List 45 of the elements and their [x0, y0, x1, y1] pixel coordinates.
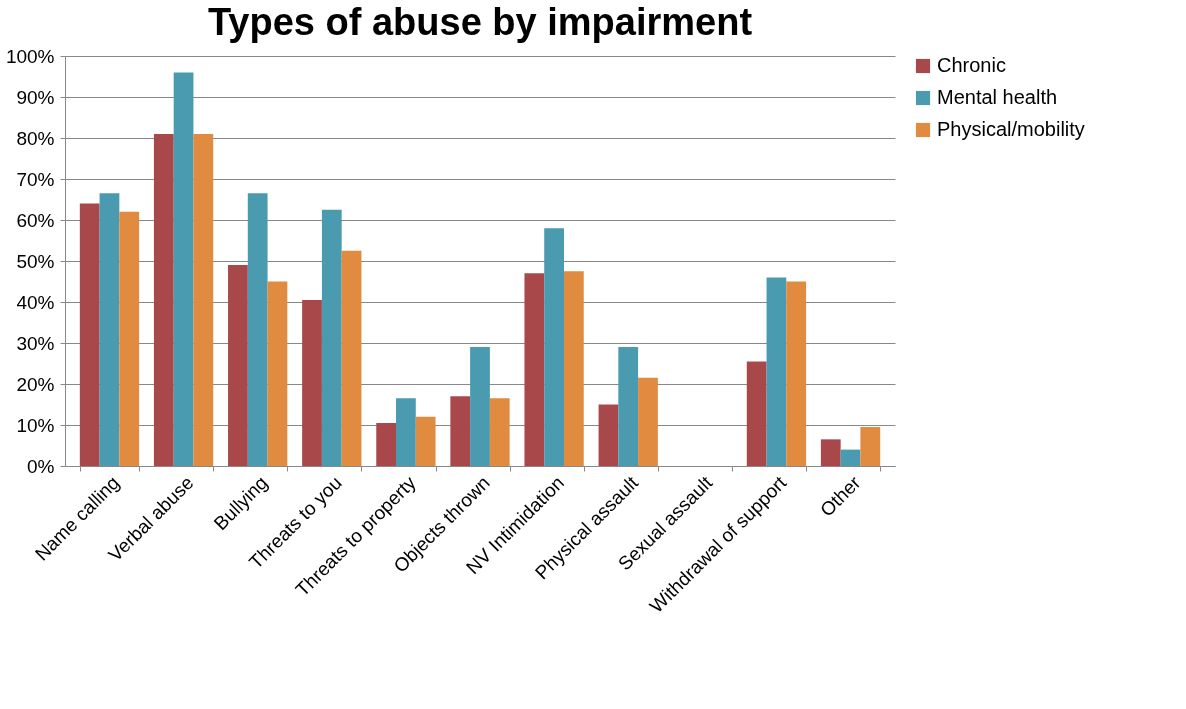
bar — [638, 377, 658, 466]
legend-label: Chronic — [937, 54, 1006, 76]
bar — [247, 193, 268, 466]
bar — [489, 398, 510, 466]
bar — [766, 277, 787, 466]
y-tick-label: 30% — [16, 332, 55, 354]
bar — [544, 228, 564, 466]
bar — [228, 265, 248, 466]
bar — [618, 347, 639, 466]
chart-title: Types of abuse by impairment — [207, 1, 753, 43]
y-tick-label: 10% — [16, 414, 55, 436]
y-tick-label: 80% — [16, 127, 55, 149]
legend-label: Physical/mobility — [937, 118, 1085, 140]
bar — [746, 361, 767, 466]
bar — [450, 396, 471, 466]
bar — [267, 281, 288, 466]
bar — [524, 273, 545, 466]
bar — [820, 439, 841, 466]
bar — [173, 72, 194, 466]
y-tick-label: 0% — [27, 455, 55, 477]
bar — [786, 281, 807, 466]
bar — [99, 193, 120, 466]
y-tick-label: 60% — [16, 209, 55, 231]
y-tick-label: 90% — [16, 86, 55, 108]
y-tick-label: 100% — [5, 45, 55, 67]
bar — [376, 422, 397, 466]
bar — [470, 347, 490, 466]
bar — [396, 398, 416, 466]
bar — [302, 299, 322, 466]
bar — [79, 203, 100, 466]
bar — [341, 250, 362, 466]
bar — [321, 209, 342, 466]
y-tick-label: 70% — [16, 168, 55, 190]
bar — [563, 271, 584, 466]
bar — [860, 427, 881, 466]
y-tick-label: 40% — [16, 291, 55, 313]
legend-label: Mental health — [937, 86, 1058, 108]
y-tick-label: 20% — [16, 373, 55, 395]
bar — [415, 416, 436, 466]
bar — [840, 449, 861, 466]
bar — [598, 404, 619, 466]
bar — [119, 211, 140, 466]
bar — [153, 133, 174, 466]
y-tick-label: 50% — [16, 250, 55, 272]
bar — [193, 133, 214, 466]
